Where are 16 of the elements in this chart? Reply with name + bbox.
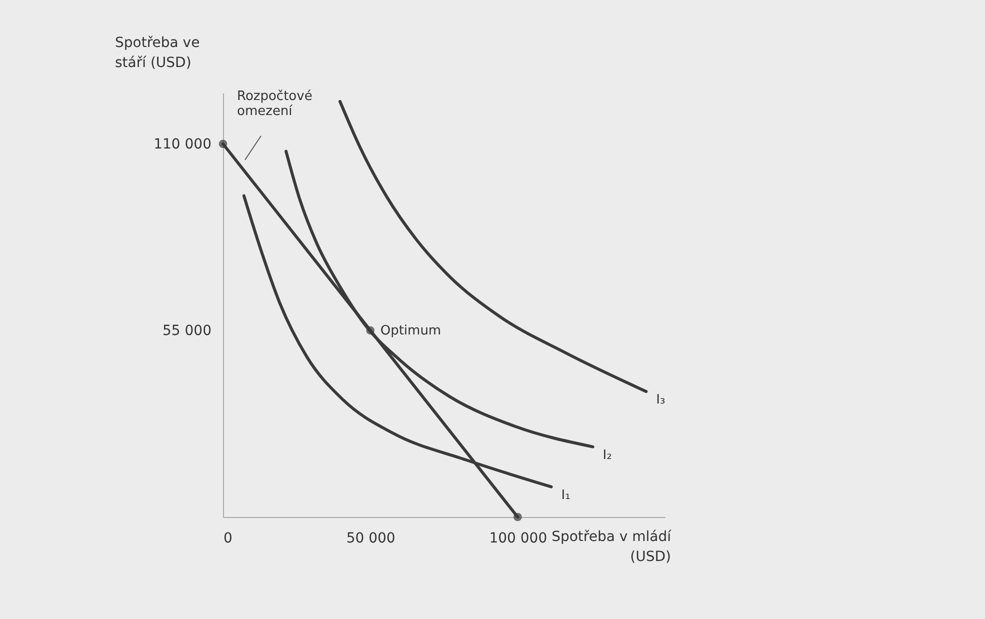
series-label: I₂ [602, 448, 612, 463]
point [366, 326, 375, 335]
line-series [338, 100, 648, 393]
y-tick-label: 110 000 [154, 136, 212, 152]
x-tick-label: 100 000 [489, 530, 548, 546]
series-label: I₃ [656, 392, 666, 408]
series-label: Optimum [380, 323, 442, 338]
y-axis-title: Spotřeba ve stáří (USD) [115, 35, 200, 71]
series-label: Rozpočtové omezení [237, 88, 312, 119]
point [513, 512, 522, 522]
y-tick-label: 55 000 [162, 322, 212, 339]
x-axis-title: Spotřeba v mládí (USD) [552, 529, 672, 565]
series-label: I₁ [561, 488, 570, 503]
point [218, 140, 228, 148]
x-tick-label: 0 [224, 530, 232, 546]
x-tick-label: 50 000 [346, 530, 396, 546]
